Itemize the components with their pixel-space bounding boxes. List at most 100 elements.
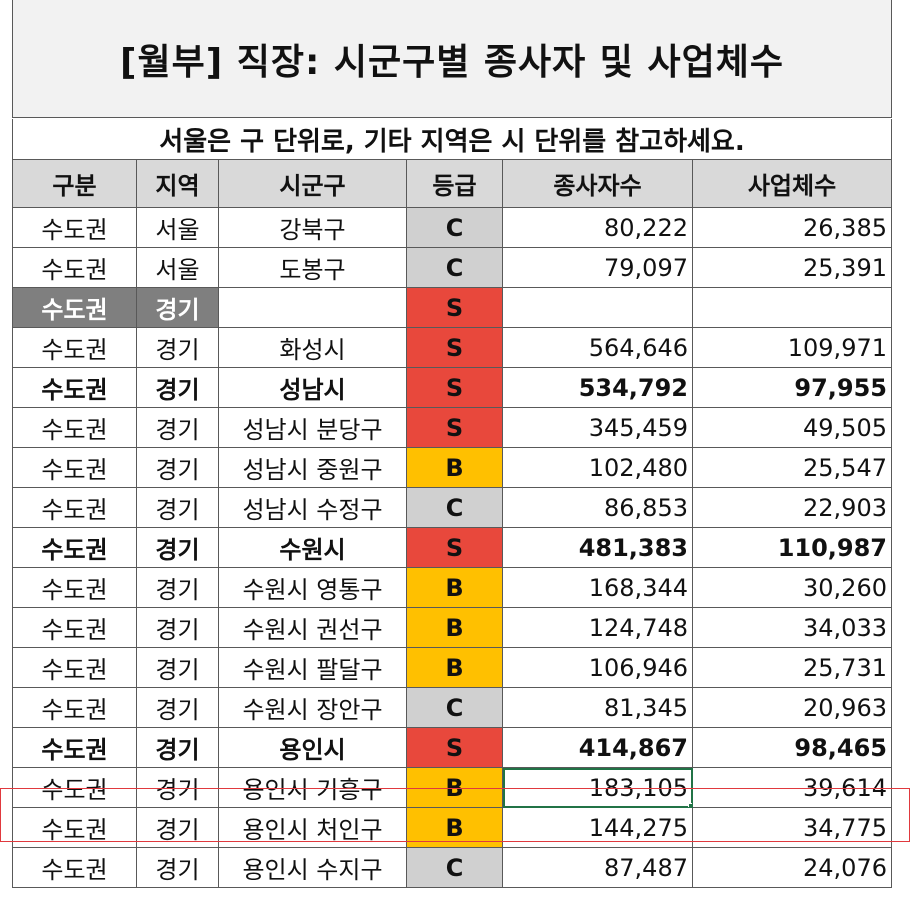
header-businesses[interactable]: 사업체수 [692, 159, 892, 208]
cell-district[interactable]: 성남시 중원구 [218, 447, 407, 488]
header-workers[interactable]: 종사자수 [502, 159, 693, 208]
cell-workers[interactable]: 481,383 [502, 527, 693, 568]
cell-region[interactable]: 경기 [136, 567, 219, 608]
cell-businesses[interactable]: 22,903 [692, 487, 892, 528]
cell-area[interactable]: 수도권 [12, 367, 137, 408]
cell-workers[interactable]: 80,222 [502, 207, 693, 248]
cell-district[interactable]: 수원시 영통구 [218, 567, 407, 608]
cell-area[interactable]: 수도권 [12, 527, 137, 568]
cell-workers[interactable]: 124,748 [502, 607, 693, 648]
cell-businesses[interactable]: 25,391 [692, 247, 892, 288]
cell-area[interactable]: 수도권 [12, 487, 137, 528]
cell-area[interactable]: 수도권 [12, 767, 137, 808]
cell-district[interactable]: 성남시 [218, 367, 407, 408]
cell-grade[interactable]: C [406, 487, 503, 528]
cell-district[interactable]: 용인시 [218, 727, 407, 768]
cell-district[interactable]: 수원시 팔달구 [218, 647, 407, 688]
cell-businesses[interactable]: 25,731 [692, 647, 892, 688]
cell-region[interactable]: 경기 [136, 487, 219, 528]
cell-district[interactable]: 수원시 권선구 [218, 607, 407, 648]
cell-workers[interactable]: 79,097 [502, 247, 693, 288]
cell-businesses[interactable]: 34,775 [692, 807, 892, 848]
cell-grade[interactable]: B [406, 567, 503, 608]
cell-grade[interactable]: C [406, 247, 503, 288]
cell-workers[interactable]: 414,867 [502, 727, 693, 768]
cell-workers[interactable]: 102,480 [502, 447, 693, 488]
cell-grade[interactable]: B [406, 607, 503, 648]
cell-businesses[interactable]: 98,465 [692, 727, 892, 768]
cell-businesses[interactable]: 110,987 [692, 527, 892, 568]
cell-district[interactable] [218, 287, 407, 328]
cell-businesses[interactable]: 26,385 [692, 207, 892, 248]
cell-region[interactable]: 경기 [136, 367, 219, 408]
cell-grade[interactable]: B [406, 807, 503, 848]
cell-businesses[interactable]: 49,505 [692, 407, 892, 448]
header-grade[interactable]: 등급 [406, 159, 503, 208]
cell-district[interactable]: 용인시 기흥구 [218, 767, 407, 808]
cell-region[interactable]: 경기 [136, 407, 219, 448]
cell-district[interactable]: 도봉구 [218, 247, 407, 288]
cell-workers[interactable] [502, 287, 693, 328]
cell-businesses[interactable]: 34,033 [692, 607, 892, 648]
cell-region[interactable]: 경기 [136, 807, 219, 848]
cell-workers[interactable]: 168,344 [502, 567, 693, 608]
cell-area[interactable]: 수도권 [12, 287, 137, 328]
cell-district[interactable]: 수원시 [218, 527, 407, 568]
cell-region[interactable]: 경기 [136, 527, 219, 568]
cell-region[interactable]: 경기 [136, 847, 219, 888]
cell-area[interactable]: 수도권 [12, 247, 137, 288]
cell-area[interactable]: 수도권 [12, 567, 137, 608]
cell-workers[interactable]: 183,105 [502, 767, 693, 808]
cell-workers[interactable]: 564,646 [502, 327, 693, 368]
cell-grade[interactable]: S [406, 327, 503, 368]
cell-workers[interactable]: 86,853 [502, 487, 693, 528]
cell-district[interactable]: 수원시 장안구 [218, 687, 407, 728]
cell-grade[interactable]: C [406, 847, 503, 888]
cell-area[interactable]: 수도권 [12, 607, 137, 648]
cell-district[interactable]: 화성시 [218, 327, 407, 368]
cell-area[interactable]: 수도권 [12, 727, 137, 768]
cell-grade[interactable]: B [406, 767, 503, 808]
cell-district[interactable]: 성남시 수정구 [218, 487, 407, 528]
cell-region[interactable]: 경기 [136, 767, 219, 808]
cell-businesses[interactable]: 39,614 [692, 767, 892, 808]
cell-area[interactable]: 수도권 [12, 207, 137, 248]
header-district[interactable]: 시군구 [218, 159, 407, 208]
cell-grade[interactable]: C [406, 687, 503, 728]
cell-grade[interactable]: S [406, 287, 503, 328]
cell-region[interactable]: 서울 [136, 247, 219, 288]
cell-grade[interactable]: B [406, 447, 503, 488]
cell-workers[interactable]: 106,946 [502, 647, 693, 688]
cell-region[interactable]: 경기 [136, 447, 219, 488]
cell-grade[interactable]: B [406, 647, 503, 688]
cell-region[interactable]: 경기 [136, 687, 219, 728]
cell-grade[interactable]: S [406, 527, 503, 568]
cell-businesses[interactable]: 20,963 [692, 687, 892, 728]
cell-businesses[interactable]: 25,547 [692, 447, 892, 488]
cell-area[interactable]: 수도권 [12, 847, 137, 888]
cell-businesses[interactable]: 97,955 [692, 367, 892, 408]
cell-grade[interactable]: C [406, 207, 503, 248]
cell-workers[interactable]: 534,792 [502, 367, 693, 408]
cell-region[interactable]: 경기 [136, 607, 219, 648]
cell-region[interactable]: 경기 [136, 727, 219, 768]
cell-grade[interactable]: S [406, 367, 503, 408]
cell-area[interactable]: 수도권 [12, 447, 137, 488]
cell-district[interactable]: 강북구 [218, 207, 407, 248]
cell-area[interactable]: 수도권 [12, 807, 137, 848]
cell-region[interactable]: 경기 [136, 287, 219, 328]
cell-grade[interactable]: S [406, 407, 503, 448]
header-region[interactable]: 지역 [136, 159, 219, 208]
cell-workers[interactable]: 144,275 [502, 807, 693, 848]
cell-area[interactable]: 수도권 [12, 327, 137, 368]
cell-district[interactable]: 용인시 처인구 [218, 807, 407, 848]
cell-area[interactable]: 수도권 [12, 647, 137, 688]
cell-businesses[interactable] [692, 287, 892, 328]
cell-district[interactable]: 용인시 수지구 [218, 847, 407, 888]
cell-businesses[interactable]: 109,971 [692, 327, 892, 368]
cell-area[interactable]: 수도권 [12, 407, 137, 448]
cell-workers[interactable]: 81,345 [502, 687, 693, 728]
header-area[interactable]: 구분 [12, 159, 137, 208]
cell-businesses[interactable]: 24,076 [692, 847, 892, 888]
cell-district[interactable]: 성남시 분당구 [218, 407, 407, 448]
